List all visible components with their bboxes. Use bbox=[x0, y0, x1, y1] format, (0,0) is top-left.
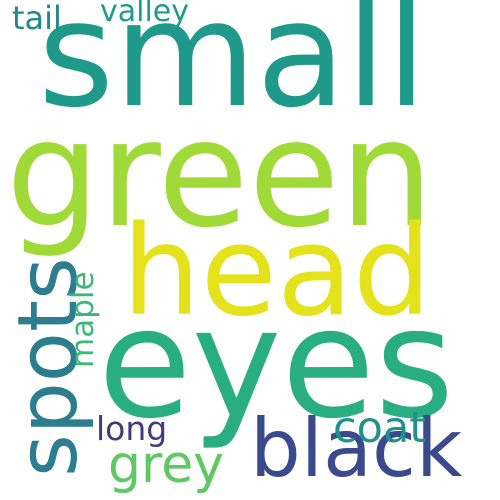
word-coat: coat bbox=[333, 403, 427, 453]
word-valley: valley bbox=[100, 0, 190, 29]
word-small: small bbox=[38, 0, 427, 140]
word-tail: tail bbox=[12, 0, 62, 37]
word-eyes: eyes bbox=[98, 275, 455, 452]
word-maple: maple bbox=[65, 271, 101, 368]
word-long: long bbox=[96, 409, 168, 448]
word-grey: grey bbox=[108, 435, 225, 495]
word-head: head bbox=[122, 200, 432, 344]
word-green: green bbox=[6, 88, 434, 260]
word-black: black bbox=[250, 402, 463, 495]
